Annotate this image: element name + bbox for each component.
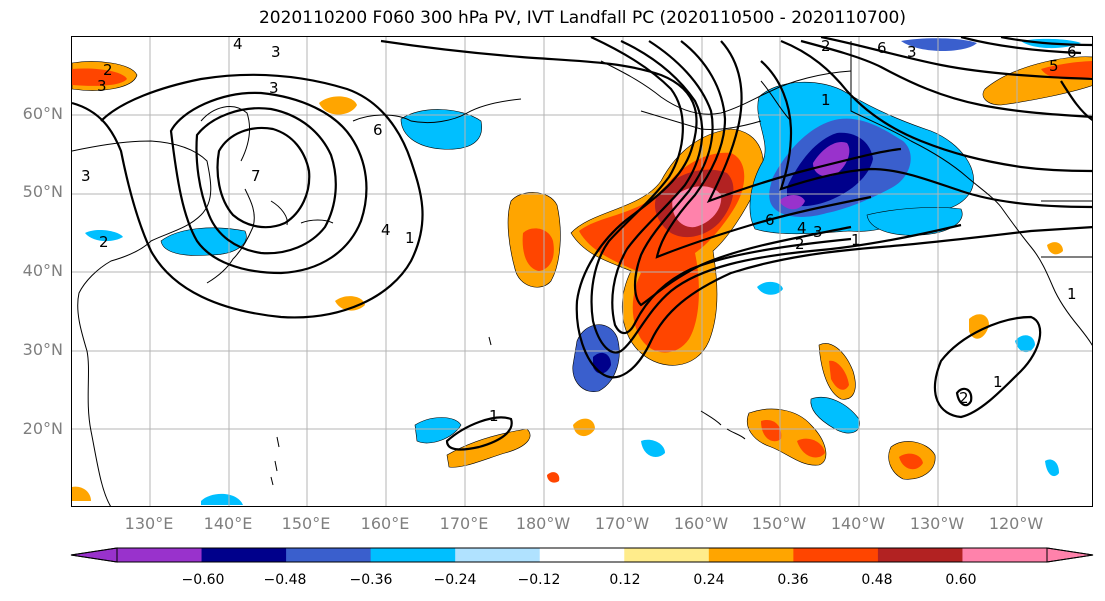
lon-label-140w: 140°W	[830, 514, 886, 533]
colorbar-segment	[455, 548, 541, 562]
contour-label: 3	[81, 167, 91, 185]
contour-label: 6	[877, 39, 887, 57]
contour-labels: 4 3 3 2 3 6 7 4 1 2 3 2 6 3 5 6 1 6 4 2 …	[81, 37, 1077, 425]
colorbar-tick-label: 0.60	[945, 572, 977, 588]
colorbar-segment	[624, 548, 710, 562]
contour-label: 3	[271, 43, 281, 61]
colorbar-tick-label: −0.48	[263, 572, 307, 588]
contour-label: 2	[821, 37, 831, 55]
contour-label: 1	[1067, 285, 1077, 303]
contour-label: 2	[959, 389, 969, 407]
colorbar-outline	[70, 547, 1094, 563]
lon-label-140e: 140°E	[203, 514, 253, 533]
colorbar-segments	[117, 548, 1048, 562]
contour-label: 2	[99, 233, 109, 251]
contour-label: 2	[103, 61, 113, 79]
colorbar-tick-label: −0.60	[181, 572, 225, 588]
contour-label: 6	[373, 121, 383, 139]
colorbar-tick-label: 0.12	[609, 572, 641, 588]
lon-label-150w: 150°W	[751, 514, 807, 533]
contour-label: 4	[233, 37, 243, 53]
contour-label: 1	[821, 91, 831, 109]
contour-label: 4	[797, 219, 807, 237]
lon-label-180w: 180°W	[515, 514, 571, 533]
lat-label-50n: 50°N	[22, 182, 63, 201]
colorbar-tick-label: −0.36	[349, 572, 393, 588]
contour-label: 6	[765, 211, 775, 229]
colorbar	[70, 547, 1094, 563]
lon-label-150e: 150°E	[281, 514, 331, 533]
lon-label-160w: 160°W	[673, 514, 729, 533]
contour-label: 1	[851, 231, 861, 249]
colorbar-segment	[708, 548, 794, 562]
colorbar-segment	[539, 548, 625, 562]
colorbar-tick-label: −0.24	[433, 572, 477, 588]
colorbar-right-extension	[1046, 547, 1094, 563]
colorbar-left-extension	[70, 547, 118, 563]
colorbar-tick-label: 0.24	[693, 572, 725, 588]
colorbar-segment	[877, 548, 963, 562]
coastlines	[72, 41, 1092, 506]
contour-label: 1	[993, 373, 1003, 391]
gridlines	[72, 37, 1092, 506]
colorbar-tick-label: 0.48	[861, 572, 893, 588]
contour-label: 3	[97, 77, 107, 95]
lat-label-30n: 30°N	[22, 340, 63, 359]
map-panel: 4 3 3 2 3 6 7 4 1 2 3 2 6 3 5 6 1 6 4 2 …	[71, 36, 1093, 507]
shaded-anomalies	[72, 38, 1092, 505]
pv-contours	[72, 37, 1092, 451]
lon-label-160e: 160°E	[360, 514, 410, 533]
lon-label-130e: 130°E	[124, 514, 174, 533]
lon-label-170e: 170°E	[439, 514, 489, 533]
lon-label-120w: 120°W	[988, 514, 1044, 533]
colorbar-segment	[201, 548, 287, 562]
map-plot: 4 3 3 2 3 6 7 4 1 2 3 2 6 3 5 6 1 6 4 2 …	[72, 37, 1092, 506]
colorbar-segment	[962, 548, 1048, 562]
contour-label: 7	[251, 167, 261, 185]
lat-label-20n: 20°N	[22, 419, 63, 438]
contour-label: 1	[405, 229, 415, 247]
colorbar-segment	[370, 548, 456, 562]
lat-label-60n: 60°N	[22, 104, 63, 123]
lon-label-170w: 170°W	[594, 514, 650, 533]
contour-label: 2	[795, 235, 805, 253]
colorbar-segment	[117, 548, 203, 562]
colorbar-segment	[793, 548, 879, 562]
contour-label: 3	[269, 79, 279, 97]
contour-label: 4	[381, 221, 391, 239]
contour-label: 5	[1049, 57, 1059, 75]
colorbar-tick-label: −0.12	[517, 572, 561, 588]
lat-label-40n: 40°N	[22, 261, 63, 280]
contour-label: 6	[1067, 43, 1077, 61]
colorbar-tick-label: 0.36	[777, 572, 809, 588]
contour-label: 3	[907, 43, 917, 61]
map-title: 2020110200 F060 300 hPa PV, IVT Landfall…	[258, 8, 906, 28]
lon-label-130w: 130°W	[909, 514, 965, 533]
colorbar-segment	[286, 548, 372, 562]
contour-label: 3	[813, 223, 823, 241]
contour-label: 1	[489, 407, 499, 425]
